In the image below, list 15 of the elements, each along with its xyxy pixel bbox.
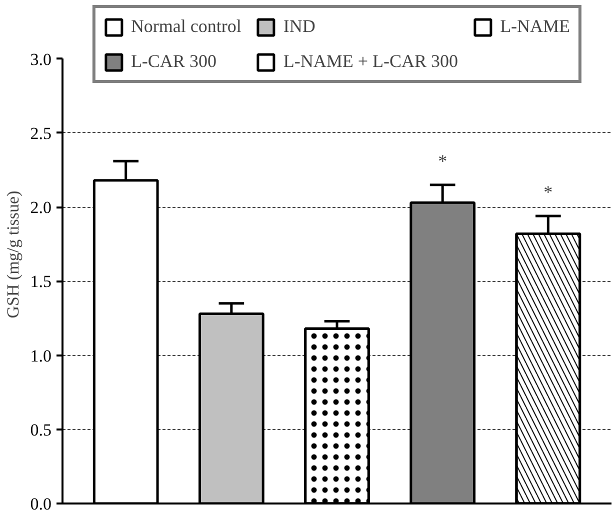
- legend-label: IND: [283, 16, 316, 37]
- y-tick-label: 2.0: [30, 198, 52, 218]
- y-tick-label: 1.0: [30, 346, 52, 366]
- legend-label: L-NAME + L-CAR 300: [283, 51, 458, 72]
- annotation: *: [438, 150, 448, 171]
- annotation: *: [544, 182, 553, 202]
- y-tick-label: 0.5: [30, 420, 52, 440]
- legend-label: L-NAME: [500, 16, 570, 37]
- y-tick-label: 1.5: [30, 272, 52, 292]
- y-axis-title: GSH (mg/g tissue): [3, 190, 22, 318]
- legend-label: Normal control: [130, 16, 242, 37]
- y-tick-label: 2.5: [30, 124, 52, 143]
- y-tick-label: 3.0: [30, 50, 52, 69]
- y-tick-label: 0.0: [30, 494, 52, 513]
- legend-label: L-CAR 300: [130, 51, 216, 72]
